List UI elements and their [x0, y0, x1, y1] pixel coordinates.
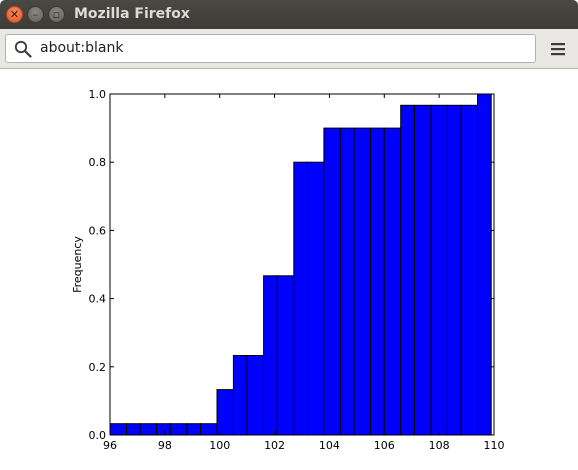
url-bar[interactable]: about:blank — [5, 34, 536, 63]
x-tick-label: 100 — [209, 439, 230, 452]
close-window-button[interactable]: ✕ — [6, 6, 23, 23]
histogram-bar — [200, 423, 218, 436]
minimize-window-button[interactable]: – — [27, 6, 44, 23]
histogram-bar — [232, 355, 248, 436]
y-tick-label: 0.2 — [89, 361, 107, 374]
histogram-bar — [383, 127, 402, 436]
y-axis-label: Frequency — [71, 236, 84, 293]
histogram-bar — [430, 104, 448, 436]
x-tick-label: 96 — [103, 439, 117, 452]
histogram-chart: 96 98 100 102 104 106 108 110 0.0 0.2 0.4 0.6 0.8 1.0… — [71, 88, 505, 452]
histogram-bar — [263, 275, 278, 436]
histogram-bar — [126, 423, 141, 436]
page-content: 96 98 100 102 104 106 108 110 0.0 0.2 0.4 0.6 0.8 1.0… — [0, 69, 578, 470]
search-icon — [14, 40, 32, 58]
browser-toolbar: about:blank — [0, 29, 578, 69]
histogram-bar — [446, 104, 462, 436]
histogram-bar — [216, 389, 234, 436]
maximize-icon: ▫ — [52, 8, 61, 21]
minimize-icon: – — [32, 8, 39, 21]
histogram-bar — [109, 423, 127, 436]
histogram-bar — [169, 423, 188, 436]
histogram-bar — [477, 93, 492, 436]
x-tick-label: 104 — [319, 439, 340, 452]
hamburger-menu-icon[interactable] — [546, 37, 570, 61]
x-tick-label: 106 — [374, 439, 395, 452]
histogram-bar — [246, 355, 265, 436]
histogram-bar — [307, 161, 325, 436]
close-icon: ✕ — [9, 8, 20, 21]
plot-frame — [109, 93, 495, 436]
histogram-bar — [186, 423, 202, 436]
x-tick-label: 110 — [484, 439, 505, 452]
histogram-bar — [293, 161, 308, 436]
window-title: Mozilla Firefox — [74, 6, 190, 22]
y-tick-label: 0.4 — [89, 293, 107, 306]
histogram-bar — [414, 104, 432, 436]
x-tick-label: 98 — [158, 439, 172, 452]
maximize-window-button[interactable]: ▫ — [48, 6, 65, 23]
histogram-bar — [339, 127, 355, 436]
histogram-bar — [139, 423, 158, 436]
x-tick-label: 108 — [429, 439, 450, 452]
histogram-bar — [156, 423, 171, 436]
x-tick-label: 102 — [264, 439, 285, 452]
histogram-bar — [400, 104, 415, 436]
url-text[interactable]: about:blank — [40, 40, 124, 56]
histogram-bar — [323, 127, 341, 436]
histogram-bar — [276, 275, 295, 436]
y-tick-label: 0.0 — [89, 429, 107, 442]
y-tick-label: 1.0 — [89, 88, 107, 101]
y-tick-label: 0.8 — [89, 156, 107, 169]
histogram-bar — [460, 104, 479, 436]
histogram-bar — [353, 127, 372, 436]
histogram-bar — [370, 127, 385, 436]
y-tick-label: 0.6 — [89, 224, 107, 237]
window-titlebar: ✕ – ▫ Mozilla Firefox — [0, 0, 578, 29]
